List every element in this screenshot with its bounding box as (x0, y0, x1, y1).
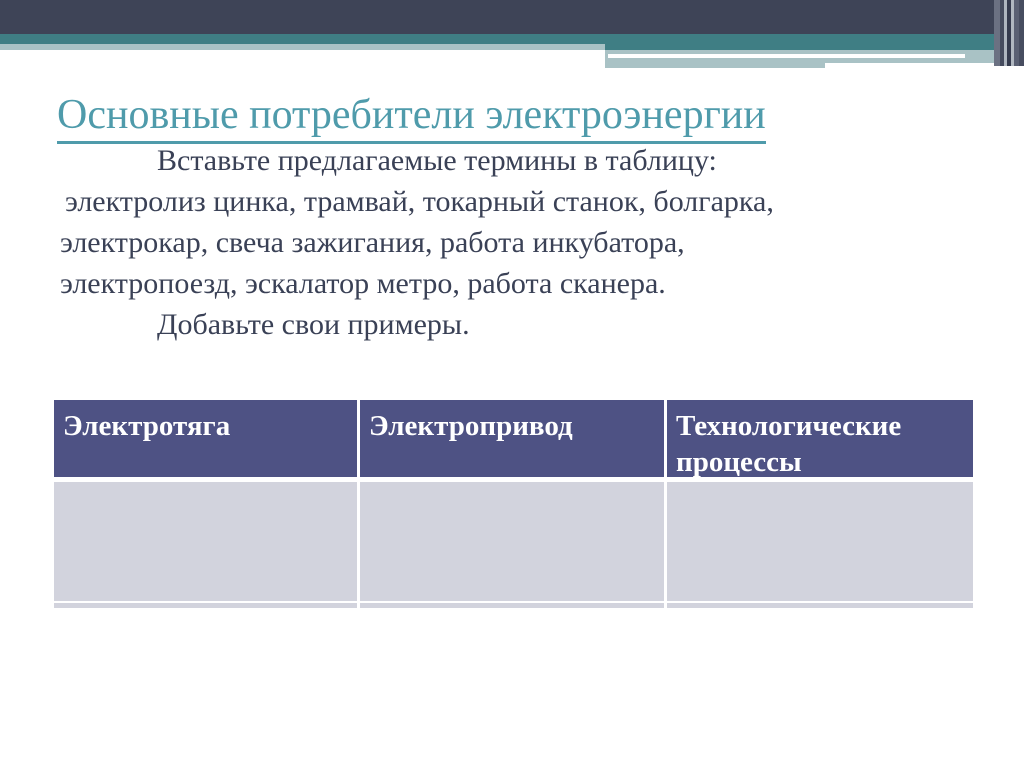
table-row (54, 482, 973, 601)
stripe (1011, 0, 1014, 66)
consumers-table: Электротяга Электропривод Технологически… (54, 400, 973, 608)
header-bar-teal (0, 34, 1024, 44)
table-cell-empty (667, 603, 973, 608)
body-line: Добавьте свои примеры. (157, 308, 470, 341)
header-bar-dark (0, 0, 1024, 34)
table-cell-empty (667, 482, 973, 601)
table-cell-empty (54, 603, 357, 608)
body-line: электропоезд, эскалатор метро, работа ск… (60, 267, 666, 300)
body-line: электролиз цинка, трамвай, токарный стан… (65, 185, 774, 218)
table-cell-empty (360, 603, 664, 608)
header-band-light-step (605, 63, 825, 68)
header-band-teal-right (605, 44, 1024, 50)
stripe (994, 0, 1000, 66)
table-cell-empty (360, 482, 664, 601)
stripe (1019, 0, 1024, 66)
table-cell-empty (54, 482, 357, 601)
body-line: электрокар, свеча зажигания, работа инку… (60, 226, 685, 259)
slide-title: Основные потребители электроэнергии (57, 90, 987, 144)
table-header-cell: Технологические процессы (667, 400, 973, 478)
table-header-cell: Электротяга (54, 400, 357, 477)
body-line: Вставьте предлагаемые термины в таблицу: (157, 144, 717, 177)
header-band-light-left (0, 44, 605, 50)
table-header-cell: Электропривод (360, 400, 664, 477)
stripe (1014, 0, 1019, 66)
stripe (1004, 0, 1007, 66)
header-white-stripe (608, 54, 965, 58)
stripe (1000, 0, 1004, 66)
table-header-row: Электротяга Электропривод Технологически… (54, 400, 973, 478)
table-row (54, 603, 973, 608)
corner-stripes-decoration (994, 0, 1024, 66)
slide-body-text: Вставьте предлагаемые термины в таблицу:… (60, 140, 975, 345)
stripe (1007, 0, 1011, 66)
slide-title-text: Основные потребители электроэнергии (57, 92, 766, 144)
